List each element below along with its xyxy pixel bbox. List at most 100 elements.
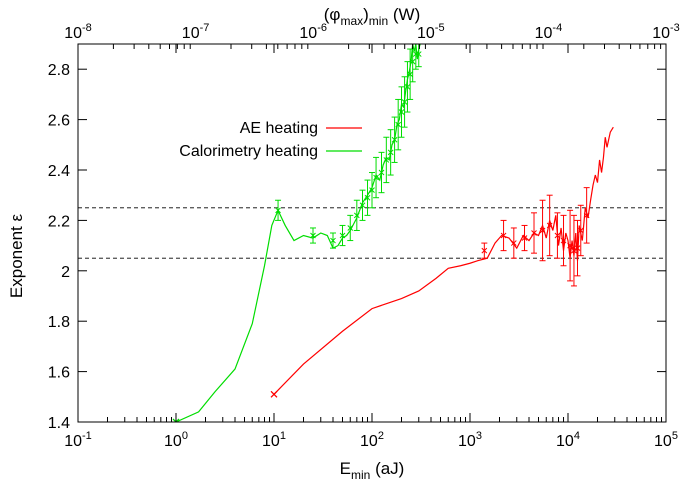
x-tick-label-base: 10 [164,433,182,450]
x-axis-label-sub: min [351,468,370,482]
x2-tick-label-base: 10 [182,25,200,42]
data-point-ae-heating [574,245,581,251]
legend: AE heating Calorimetry heating [179,120,362,160]
data-point-calorimetry-heating [387,149,394,156]
data-point-calorimetry-heating [398,109,405,115]
x2-tick-label-base: 10 [535,25,553,42]
x-tick-label-exp: 4 [574,430,580,442]
x-tick-label: 10-1 [64,430,92,450]
y-tick-label: 1.8 [48,314,70,331]
x-tick-label-exp: 3 [476,430,482,442]
data-point-ae-heating [510,240,517,246]
y-axis-label: Exponent ε [7,214,26,299]
x2-tick-label-exp: -8 [82,22,92,34]
data-point-calorimetry-heating [415,51,422,57]
x2-tick-label-exp: -7 [200,22,210,34]
data-point-calorimetry-heating [373,174,379,181]
start-marker-ae-heating [270,390,278,398]
x-tick-label-base: 10 [360,433,378,450]
x2-axis-label-sub2: min [369,14,388,28]
y-tick-label: 2.4 [48,163,70,180]
x-tick-label-exp: 1 [280,430,286,442]
x-axis-label-unit: (aJ) [370,459,404,478]
x2-tick-label-base: 10 [64,25,82,42]
x-axis-label: Emin (aJ) [340,459,405,482]
series-line-calorimetry-heating [175,44,421,422]
data-point-ae-heating [583,212,590,219]
data-point-ae-heating [481,247,488,254]
data-point-calorimetry-heating [404,83,411,90]
data-point-calorimetry-heating [359,202,366,209]
data-point-ae-heating [567,242,573,249]
data-point-ae-heating [521,235,528,241]
x-tick-label: 103 [458,430,482,450]
y-tick-label: 1.6 [48,365,70,382]
data-point-calorimetry-heating [364,194,371,201]
data-point-ae-heating [571,247,577,254]
x-tick-label-exp: 5 [672,430,678,442]
x2-tick-label: 10-3 [652,22,680,42]
x2-tick-label: 10-7 [182,22,210,42]
data-point-calorimetry-heating [378,169,385,176]
x2-tick-label: 10-6 [299,22,327,42]
x2-tick-label-base: 10 [299,25,317,42]
x2-tick-label: 10-5 [417,22,445,42]
x-tick-label-exp: 2 [378,430,384,442]
data-point-calorimetry-heating [310,232,316,239]
y-tick-label: 2.8 [48,62,70,79]
data-point-ae-heating [577,227,584,234]
x-tick-label-exp: 0 [182,430,188,442]
series-layer [172,44,614,422]
x2-tick-label: 10-8 [64,22,92,42]
data-point-calorimetry-heating [407,71,413,78]
x2-tick-label-exp: -4 [552,22,562,34]
x-tick-label-exp: -1 [82,430,92,442]
x-tick-label: 100 [164,430,188,450]
data-point-ae-heating [500,232,507,239]
x-tick-label-base: 10 [458,433,476,450]
x2-tick-label-base: 10 [652,25,670,42]
y-tick-label: 2.2 [48,213,70,230]
data-point-ae-heating [546,222,553,229]
data-point-ae-heating [539,227,546,234]
x2-axis-label-unit: (W) [388,5,420,24]
data-point-calorimetry-heating [353,212,360,219]
data-point-calorimetry-heating [409,58,416,65]
x-tick-label: 104 [556,430,580,450]
x2-tick-label-exp: -5 [435,22,445,34]
x-tick-label-base: 10 [64,433,82,450]
data-point-calorimetry-heating [330,237,336,244]
data-point-ae-heating [560,237,567,244]
data-point-calorimetry-heating [275,207,281,214]
x2-axis-label-pre: (φ [324,5,341,24]
data-point-calorimetry-heating [347,225,354,231]
x2-tick-label-exp: -3 [670,22,680,34]
data-point-calorimetry-heating [369,187,375,194]
x2-axis-label: (φmax)min (W) [324,5,420,28]
data-point-ae-heating [554,232,561,239]
y-tick-label: 1.4 [48,415,70,432]
y-tick-label: 2 [61,264,70,281]
data-point-ae-heating [531,230,537,236]
legend-label-ae-heating: AE heating [240,120,318,137]
data-point-calorimetry-heating [395,121,402,128]
x-tick-label-base: 10 [262,433,280,450]
x-tick-label-base: 10 [556,433,574,450]
data-point-calorimetry-heating [339,232,346,239]
data-point-calorimetry-heating [383,157,390,163]
x2-tick-label-exp: -6 [317,22,327,34]
x2-axis-label-mid: ) [363,5,369,24]
x-tick-label-base: 10 [654,433,672,450]
x-tick-label: 105 [654,430,678,450]
x2-tick-label: 10-4 [535,22,563,42]
x-tick-label: 101 [262,430,286,450]
x2-tick-label-base: 10 [417,25,435,42]
data-point-calorimetry-heating [401,99,408,105]
y-tick-label: 2.6 [48,113,70,130]
start-marker-calorimetry-heating [172,418,180,422]
x2-axis-label-sub1: max [340,14,363,28]
legend-label-calorimetry-heating: Calorimetry heating [179,143,318,160]
x-axis-label-base: E [340,459,351,478]
